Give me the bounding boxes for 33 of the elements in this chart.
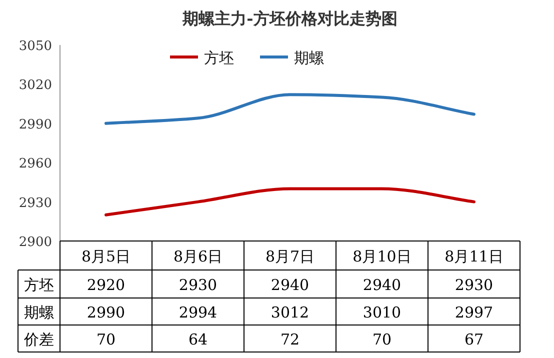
data-label: 2940 [362, 276, 402, 294]
text: 67 [464, 330, 484, 348]
legend-label: 期螺 [294, 49, 324, 67]
x-tick-label: 8月5日 [81, 248, 131, 266]
data-label: 2994 [178, 304, 218, 322]
y-tick-label: 2900 [18, 235, 52, 250]
y-tick-label: 2930 [18, 196, 52, 211]
text: 方坯 [24, 276, 54, 294]
line-series [104, 93, 476, 125]
y-tick-label: 3050 [18, 39, 52, 54]
text: 64 [188, 330, 208, 348]
y-tick-label: 3020 [18, 78, 52, 94]
data-label: 2930 [178, 276, 218, 294]
text: 72 [280, 330, 300, 348]
text: 期螺 [24, 304, 54, 322]
text: 70 [96, 330, 116, 348]
data-label: 2940 [270, 276, 310, 294]
x-tick-label: 8月7日 [265, 248, 315, 266]
chart-title: 期螺主力-方坯价格对比走势图 [182, 9, 398, 28]
data-label: 2990 [86, 304, 126, 322]
y-tick-label: 2960 [18, 156, 52, 172]
data-label: 3010 [362, 304, 402, 322]
data-label: 2997 [454, 304, 494, 322]
x-tick-label: 8月6日 [173, 248, 223, 266]
data-label: 2930 [454, 276, 494, 294]
data-label: 2920 [86, 276, 126, 294]
x-tick-label: 8月11日 [444, 248, 504, 266]
legend-label: 方坯 [204, 49, 234, 67]
data-label: 3012 [270, 304, 310, 322]
y-tick-label: 2990 [18, 117, 52, 132]
text: 70 [372, 330, 392, 348]
text: 价差 [23, 330, 54, 348]
x-tick-label: 8月10日 [352, 248, 412, 266]
